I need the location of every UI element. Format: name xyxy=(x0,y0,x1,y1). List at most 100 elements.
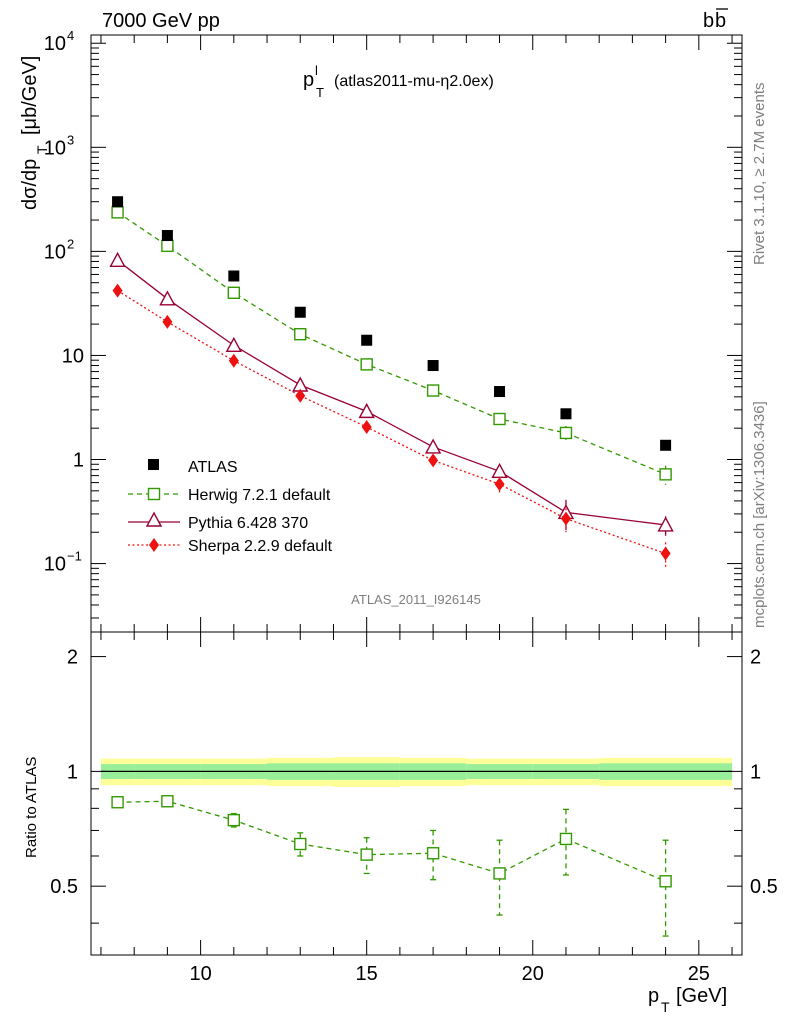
ratio-xtick-label: 20 xyxy=(522,963,544,985)
legend-marker-sherpa xyxy=(149,538,159,552)
data-point xyxy=(491,462,508,479)
ratio-ytick-label-left: 0.5 xyxy=(50,876,78,898)
series-herwig xyxy=(111,206,672,485)
main-series-layer xyxy=(109,196,674,569)
xlabel-sub: T xyxy=(661,999,670,1015)
ratio-point xyxy=(493,867,506,880)
data-point xyxy=(494,386,506,398)
data-point xyxy=(358,402,375,419)
ratio-ytick-label-right: 1 xyxy=(750,761,761,783)
data-point xyxy=(559,426,573,440)
ratio-x-ticks: 10 15 20 25 xyxy=(100,632,733,985)
plot-title: p l T (atlas2011-mu-η2.0ex) xyxy=(303,63,494,100)
legend-label-sherpa: Sherpa 2.2.9 default xyxy=(188,538,333,555)
legend-marker-pythia xyxy=(145,511,163,527)
ratio-point xyxy=(426,847,440,860)
series-atlas xyxy=(112,196,672,451)
ylabel-unit: [μb/GeV] xyxy=(19,56,41,135)
legend-label-pythia: Pythia 6.428 370 xyxy=(188,515,308,532)
data-point xyxy=(657,516,674,532)
data-point xyxy=(162,314,173,329)
ratio-panel: 2 2 1 1 0.5 0.5 10 15 20 25 Ratio to ATLAS p T [… xyxy=(23,631,778,1015)
ratio-uncertainty-bands xyxy=(100,757,733,788)
ratio-point xyxy=(227,813,241,827)
title-sub: T xyxy=(316,85,324,100)
ratio-point xyxy=(659,875,672,888)
data-point xyxy=(427,360,439,372)
xlabel-main: p xyxy=(648,985,659,1007)
mcplots-note: mcplots.cern.ch [arXiv:1306.3436] xyxy=(751,401,768,628)
data-point xyxy=(225,336,242,353)
process-bbar: b xyxy=(715,10,726,32)
data-point xyxy=(161,230,173,242)
data-point xyxy=(428,453,439,468)
data-point xyxy=(228,353,239,368)
data-point xyxy=(360,358,373,371)
main-ytick-label: 10 xyxy=(44,241,66,263)
data-point xyxy=(361,334,373,346)
ratio-ylabel: Ratio to ATLAS xyxy=(23,757,40,858)
ratio-ytick-label-right: 0.5 xyxy=(750,876,778,898)
ratio-frame xyxy=(90,631,743,956)
ylabel-main: dσ/dp xyxy=(19,159,41,210)
ratio-y-ticks: 2 2 1 1 0.5 0.5 xyxy=(50,647,778,924)
ratio-point xyxy=(559,832,573,846)
data-point xyxy=(112,196,124,208)
ratio-ytick-label-left: 1 xyxy=(67,761,78,783)
data-point xyxy=(227,286,241,299)
series-line xyxy=(117,211,666,475)
main-ylabel: dσ/dp T [μb/GeV] xyxy=(19,56,50,210)
data-point xyxy=(109,251,126,268)
main-ytick-label: 10 xyxy=(44,137,66,159)
data-point xyxy=(659,468,672,481)
legend-entry-atlas: ATLAS xyxy=(148,459,238,476)
ratio-point xyxy=(161,795,174,808)
ratio-ytick-label-right: 2 xyxy=(750,647,761,669)
ratio-point xyxy=(294,837,307,851)
legend-label-herwig: Herwig 7.2.1 default xyxy=(188,487,331,504)
data-point xyxy=(295,388,306,403)
legend-marker-atlas xyxy=(148,459,159,470)
main-ytick-label: 10 xyxy=(44,554,66,576)
data-point xyxy=(560,408,572,420)
ratio-ytick-label-left: 2 xyxy=(67,647,78,669)
data-point xyxy=(228,270,240,282)
main-ytick-label: 10 xyxy=(62,345,84,367)
main-ytick-label: 1 xyxy=(73,450,84,472)
series-sherpa xyxy=(112,283,671,569)
xlabel-unit: [GeV] xyxy=(676,985,727,1007)
data-point xyxy=(426,384,440,397)
main-ytick-label: 10 xyxy=(44,33,66,55)
process-b: b xyxy=(703,10,714,32)
series-pythia xyxy=(109,251,674,536)
ratio-xtick-label: 15 xyxy=(356,963,378,985)
ratio-series-layer xyxy=(111,795,672,937)
ratio-xtick-label: 10 xyxy=(189,963,211,985)
ratio-point xyxy=(111,796,124,809)
main-ytick-exponent: 2 xyxy=(67,236,74,251)
data-point xyxy=(111,206,124,219)
legend-entry-herwig: Herwig 7.2.1 default xyxy=(128,487,331,504)
ratio-xtick-label: 25 xyxy=(688,963,710,985)
legend-entry-pythia: Pythia 6.428 370 xyxy=(128,511,308,532)
ylabel-sub: T xyxy=(34,145,50,154)
series-line xyxy=(117,259,666,526)
data-point xyxy=(560,511,571,526)
data-point xyxy=(159,290,176,306)
rivet-note: Rivet 3.1.10, ≥ 2.7M events xyxy=(751,83,768,266)
analysis-id: ATLAS_2011_I926145 xyxy=(351,592,481,607)
data-point xyxy=(660,439,672,451)
main-x-ticks xyxy=(100,35,733,632)
legend-entry-sherpa: Sherpa 2.2.9 default xyxy=(128,538,333,555)
ratio-series-herwig xyxy=(111,795,672,937)
data-point xyxy=(493,412,506,426)
legend-marker-herwig xyxy=(147,487,161,501)
title-main: p xyxy=(303,69,314,91)
main-ytick-exponent: 4 xyxy=(67,28,74,43)
data-point xyxy=(112,283,123,298)
legend-label-atlas: ATLAS xyxy=(188,459,238,476)
data-point xyxy=(424,438,442,454)
